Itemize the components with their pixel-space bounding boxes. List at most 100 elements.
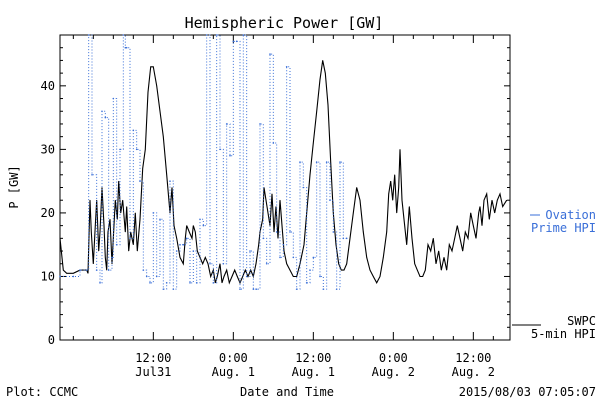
ovation-point — [282, 243, 285, 246]
swpc-point — [330, 161, 331, 163]
ovation-point — [119, 148, 121, 151]
ovation-point — [95, 269, 98, 271]
swpc-point — [269, 225, 271, 226]
swpc-point — [106, 269, 107, 271]
y-tick-label: 10 — [41, 269, 55, 283]
ovation-point — [99, 282, 101, 284]
x-tick-date: Aug. 2 — [452, 365, 495, 379]
ovation-point — [329, 199, 331, 202]
swpc-point — [105, 257, 106, 258]
swpc-point — [494, 212, 495, 214]
x-tick-label: 0:00 — [379, 351, 408, 365]
swpc-point — [373, 276, 374, 277]
ovation-point — [72, 275, 75, 278]
swpc-point — [417, 269, 418, 271]
ovation-point — [302, 186, 305, 189]
swpc-point — [101, 187, 103, 188]
swpc-point — [273, 231, 275, 233]
ovation-point — [115, 243, 118, 246]
ovation-legend-label-1: Ovation — [545, 208, 596, 222]
x-tick-date: Aug. 2 — [372, 365, 415, 379]
ovation-point — [295, 288, 298, 290]
ovation-point — [285, 65, 288, 68]
ovation-point — [322, 288, 325, 290]
ovation-point — [129, 237, 131, 240]
ovation-point — [101, 110, 103, 113]
swpc-point — [234, 269, 235, 271]
swpc-point — [179, 257, 181, 258]
ovation-point — [135, 148, 138, 151]
ovation-point — [219, 148, 221, 151]
ovation-point — [212, 282, 215, 284]
ovation-point — [299, 161, 301, 163]
ovation-series-line — [60, 34, 347, 290]
ovation-point — [222, 262, 225, 265]
swpc-point — [163, 136, 164, 137]
swpc-point — [263, 187, 265, 188]
swpc-point — [313, 142, 314, 144]
swpc-point — [95, 225, 96, 226]
swpc-point — [475, 238, 477, 239]
ovation-point — [245, 275, 248, 278]
swpc-point — [335, 244, 337, 245]
ovation-point — [85, 269, 88, 271]
swpc-point — [63, 269, 64, 271]
swpc-point — [483, 199, 485, 201]
ovation-point — [175, 250, 178, 252]
swpc-point — [237, 276, 238, 277]
x-tick-label: 12:00 — [135, 351, 171, 365]
swpc-point — [322, 60, 323, 61]
swpc-point — [259, 231, 261, 233]
swpc-point — [147, 91, 149, 93]
ovation-point — [122, 34, 125, 36]
swpc-point — [125, 231, 126, 233]
swpc-point — [250, 269, 251, 271]
swpc-point — [247, 276, 249, 277]
swpc-legend-label-1: SWPC — [567, 314, 596, 328]
ovation-point — [292, 256, 295, 259]
ovation-point — [259, 123, 261, 125]
ovation-point — [165, 282, 168, 284]
swpc-point — [150, 66, 151, 68]
y-axis-label: P [GW] — [7, 165, 21, 208]
swpc-legend-label-2: 5-min HPI — [531, 327, 596, 341]
swpc-point — [111, 263, 113, 265]
swpc-point — [191, 238, 193, 239]
ovation-point — [104, 116, 107, 119]
ovation-point — [265, 262, 268, 265]
swpc-point — [363, 231, 364, 233]
ovation-point — [182, 243, 185, 246]
swpc-point — [223, 276, 225, 277]
swpc-point — [103, 225, 105, 226]
swpc-point — [93, 263, 94, 265]
plot-credit: Plot: CCMC — [6, 385, 78, 399]
ovation-point — [235, 40, 238, 43]
swpc-point — [215, 282, 216, 284]
ovation-point — [345, 237, 348, 240]
ovation-point — [145, 275, 148, 278]
swpc-point — [275, 206, 277, 207]
chart-title: Hemispheric Power [GW] — [185, 14, 384, 32]
swpc-point — [189, 231, 190, 233]
ovation-point — [225, 123, 228, 125]
swpc-point — [299, 263, 301, 265]
swpc-point — [489, 218, 490, 220]
swpc-point — [333, 212, 334, 214]
swpc-point — [118, 180, 119, 182]
swpc-point — [159, 110, 161, 112]
ovation-point — [59, 275, 61, 278]
swpc-point — [265, 199, 267, 201]
ovation-point — [325, 161, 328, 163]
swpc-point — [398, 187, 399, 188]
swpc-point — [183, 263, 184, 265]
swpc-point — [446, 269, 447, 271]
swpc-point — [199, 257, 201, 258]
swpc-point — [491, 199, 493, 201]
ovation-point — [142, 269, 145, 271]
swpc-point — [394, 174, 395, 176]
y-tick-label: 40 — [41, 79, 55, 93]
swpc-point — [242, 276, 243, 277]
swpc-point — [113, 238, 114, 239]
